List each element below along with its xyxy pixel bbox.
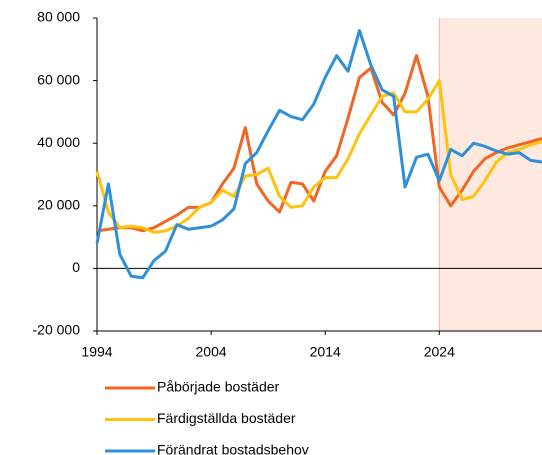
y-tick-label: -20 000 (33, 322, 81, 338)
y-tick-label: 0 (72, 259, 80, 275)
x-tick-label: 2014 (310, 344, 341, 360)
legend-label: Färdigställda bostäder (157, 410, 296, 426)
series-line (95, 29, 542, 280)
y-tick-label: 60 000 (37, 71, 80, 87)
series-line (96, 54, 542, 233)
x-tick-label: 1994 (81, 344, 112, 360)
series-line (95, 79, 542, 234)
y-tick-label: 80 000 (37, 9, 80, 25)
legend-label: Påbörjade bostäder (157, 379, 280, 395)
legend-label: Förändrat bostadsbehov (157, 442, 309, 455)
y-tick-label: 40 000 (37, 134, 80, 150)
x-tick-label: 2024 (424, 344, 455, 360)
x-tick-label: 2004 (196, 344, 227, 360)
forecast-shade (439, 18, 542, 331)
y-tick-label: 20 000 (37, 197, 80, 213)
